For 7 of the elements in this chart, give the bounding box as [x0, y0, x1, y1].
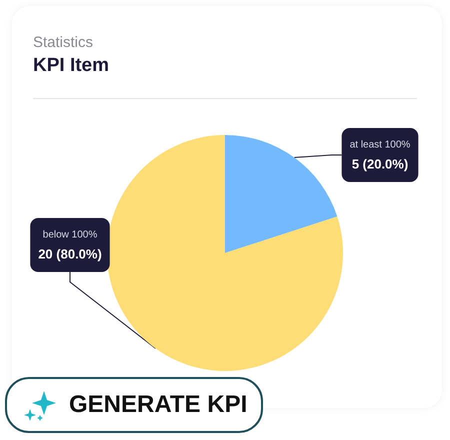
slice-label: below 100% [42, 230, 98, 240]
text: GENERATE KPI [69, 391, 248, 419]
slice-label: at least 100% [350, 140, 410, 150]
chart-subtitle: Statistics [33, 34, 94, 51]
chart-title: KPI Item [33, 55, 110, 77]
data-label: 20 (80.0%) [38, 246, 102, 262]
data-label: 5 (20.0%) [352, 156, 408, 172]
